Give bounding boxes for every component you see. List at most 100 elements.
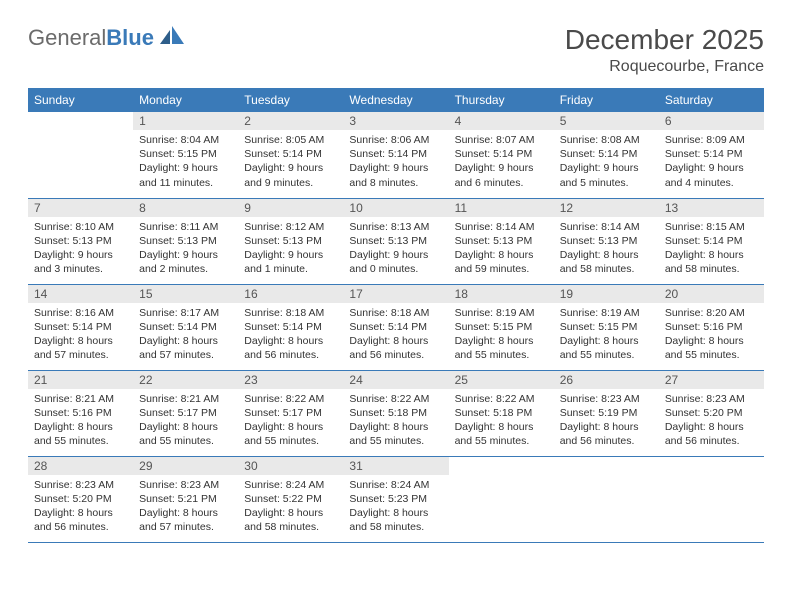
sunrise-line: Sunrise: 8:18 AM <box>244 306 337 320</box>
day-details: Sunrise: 8:21 AMSunset: 5:16 PMDaylight:… <box>28 389 133 453</box>
day-number: 26 <box>554 371 659 389</box>
calendar-cell <box>449 456 554 542</box>
sunset-line: Sunset: 5:14 PM <box>139 320 232 334</box>
weekday-header: Tuesday <box>238 88 343 112</box>
weekday-header: Monday <box>133 88 238 112</box>
weekday-header: Saturday <box>659 88 764 112</box>
calendar-week-row: 14Sunrise: 8:16 AMSunset: 5:14 PMDayligh… <box>28 284 764 370</box>
weekday-header-row: Sunday Monday Tuesday Wednesday Thursday… <box>28 88 764 112</box>
day-number: 1 <box>133 112 238 130</box>
day-number: 18 <box>449 285 554 303</box>
calendar-cell: 26Sunrise: 8:23 AMSunset: 5:19 PMDayligh… <box>554 370 659 456</box>
calendar-cell: 31Sunrise: 8:24 AMSunset: 5:23 PMDayligh… <box>343 456 448 542</box>
sunset-line: Sunset: 5:14 PM <box>244 320 337 334</box>
day-details: Sunrise: 8:18 AMSunset: 5:14 PMDaylight:… <box>343 303 448 367</box>
daylight-line: Daylight: 8 hours and 55 minutes. <box>455 334 548 362</box>
sunrise-line: Sunrise: 8:14 AM <box>455 220 548 234</box>
day-details: Sunrise: 8:11 AMSunset: 5:13 PMDaylight:… <box>133 217 238 281</box>
day-details: Sunrise: 8:04 AMSunset: 5:15 PMDaylight:… <box>133 130 238 194</box>
day-number: 7 <box>28 199 133 217</box>
day-number: 2 <box>238 112 343 130</box>
day-number: 24 <box>343 371 448 389</box>
sunset-line: Sunset: 5:16 PM <box>665 320 758 334</box>
day-details: Sunrise: 8:05 AMSunset: 5:14 PMDaylight:… <box>238 130 343 194</box>
sunset-line: Sunset: 5:13 PM <box>455 234 548 248</box>
calendar-cell: 21Sunrise: 8:21 AMSunset: 5:16 PMDayligh… <box>28 370 133 456</box>
sunrise-line: Sunrise: 8:23 AM <box>665 392 758 406</box>
calendar-cell <box>554 456 659 542</box>
day-details: Sunrise: 8:14 AMSunset: 5:13 PMDaylight:… <box>449 217 554 281</box>
calendar-week-row: 1Sunrise: 8:04 AMSunset: 5:15 PMDaylight… <box>28 112 764 198</box>
sunrise-line: Sunrise: 8:04 AM <box>139 133 232 147</box>
header: GeneralBlue December 2025 Roquecourbe, F… <box>28 24 764 76</box>
sunrise-line: Sunrise: 8:20 AM <box>665 306 758 320</box>
day-details: Sunrise: 8:15 AMSunset: 5:14 PMDaylight:… <box>659 217 764 281</box>
day-number: 8 <box>133 199 238 217</box>
sunrise-line: Sunrise: 8:22 AM <box>455 392 548 406</box>
sunset-line: Sunset: 5:13 PM <box>139 234 232 248</box>
daylight-line: Daylight: 8 hours and 55 minutes. <box>34 420 127 448</box>
calendar-cell: 6Sunrise: 8:09 AMSunset: 5:14 PMDaylight… <box>659 112 764 198</box>
daylight-line: Daylight: 8 hours and 57 minutes. <box>139 334 232 362</box>
day-number: 14 <box>28 285 133 303</box>
sunset-line: Sunset: 5:20 PM <box>665 406 758 420</box>
calendar-cell: 23Sunrise: 8:22 AMSunset: 5:17 PMDayligh… <box>238 370 343 456</box>
day-number: 28 <box>28 457 133 475</box>
daylight-line: Daylight: 9 hours and 0 minutes. <box>349 248 442 276</box>
calendar-cell: 9Sunrise: 8:12 AMSunset: 5:13 PMDaylight… <box>238 198 343 284</box>
sunset-line: Sunset: 5:20 PM <box>34 492 127 506</box>
sunset-line: Sunset: 5:14 PM <box>560 147 653 161</box>
daylight-line: Daylight: 8 hours and 56 minutes. <box>34 506 127 534</box>
sunset-line: Sunset: 5:14 PM <box>665 234 758 248</box>
sunset-line: Sunset: 5:22 PM <box>244 492 337 506</box>
sunrise-line: Sunrise: 8:19 AM <box>455 306 548 320</box>
day-details: Sunrise: 8:22 AMSunset: 5:18 PMDaylight:… <box>449 389 554 453</box>
day-details: Sunrise: 8:22 AMSunset: 5:17 PMDaylight:… <box>238 389 343 453</box>
daylight-line: Daylight: 8 hours and 57 minutes. <box>139 506 232 534</box>
calendar-cell: 18Sunrise: 8:19 AMSunset: 5:15 PMDayligh… <box>449 284 554 370</box>
calendar-cell <box>659 456 764 542</box>
day-details: Sunrise: 8:17 AMSunset: 5:14 PMDaylight:… <box>133 303 238 367</box>
weekday-header: Thursday <box>449 88 554 112</box>
calendar-cell: 2Sunrise: 8:05 AMSunset: 5:14 PMDaylight… <box>238 112 343 198</box>
day-number: 25 <box>449 371 554 389</box>
daylight-line: Daylight: 8 hours and 55 minutes. <box>244 420 337 448</box>
daylight-line: Daylight: 9 hours and 6 minutes. <box>455 161 548 189</box>
calendar-cell: 10Sunrise: 8:13 AMSunset: 5:13 PMDayligh… <box>343 198 448 284</box>
sunset-line: Sunset: 5:18 PM <box>455 406 548 420</box>
logo-sails-icon <box>160 26 186 51</box>
daylight-line: Daylight: 8 hours and 59 minutes. <box>455 248 548 276</box>
day-number: 10 <box>343 199 448 217</box>
calendar-cell: 25Sunrise: 8:22 AMSunset: 5:18 PMDayligh… <box>449 370 554 456</box>
sunrise-line: Sunrise: 8:21 AM <box>139 392 232 406</box>
sunset-line: Sunset: 5:13 PM <box>560 234 653 248</box>
daylight-line: Daylight: 8 hours and 58 minutes. <box>349 506 442 534</box>
logo-text-blue: Blue <box>106 25 154 50</box>
daylight-line: Daylight: 8 hours and 56 minutes. <box>560 420 653 448</box>
calendar-cell: 11Sunrise: 8:14 AMSunset: 5:13 PMDayligh… <box>449 198 554 284</box>
sunrise-line: Sunrise: 8:24 AM <box>244 478 337 492</box>
sunrise-line: Sunrise: 8:12 AM <box>244 220 337 234</box>
calendar-cell: 17Sunrise: 8:18 AMSunset: 5:14 PMDayligh… <box>343 284 448 370</box>
sunset-line: Sunset: 5:15 PM <box>455 320 548 334</box>
day-details: Sunrise: 8:24 AMSunset: 5:22 PMDaylight:… <box>238 475 343 539</box>
sunrise-line: Sunrise: 8:24 AM <box>349 478 442 492</box>
calendar-cell: 4Sunrise: 8:07 AMSunset: 5:14 PMDaylight… <box>449 112 554 198</box>
day-number: 13 <box>659 199 764 217</box>
calendar-cell: 29Sunrise: 8:23 AMSunset: 5:21 PMDayligh… <box>133 456 238 542</box>
logo-text-general: General <box>28 25 106 50</box>
day-details: Sunrise: 8:22 AMSunset: 5:18 PMDaylight:… <box>343 389 448 453</box>
calendar-cell: 22Sunrise: 8:21 AMSunset: 5:17 PMDayligh… <box>133 370 238 456</box>
daylight-line: Daylight: 8 hours and 58 minutes. <box>560 248 653 276</box>
day-details: Sunrise: 8:06 AMSunset: 5:14 PMDaylight:… <box>343 130 448 194</box>
daylight-line: Daylight: 9 hours and 2 minutes. <box>139 248 232 276</box>
day-details: Sunrise: 8:24 AMSunset: 5:23 PMDaylight:… <box>343 475 448 539</box>
weekday-header: Wednesday <box>343 88 448 112</box>
day-number: 30 <box>238 457 343 475</box>
day-details: Sunrise: 8:19 AMSunset: 5:15 PMDaylight:… <box>554 303 659 367</box>
daylight-line: Daylight: 9 hours and 1 minute. <box>244 248 337 276</box>
day-number: 20 <box>659 285 764 303</box>
day-details: Sunrise: 8:13 AMSunset: 5:13 PMDaylight:… <box>343 217 448 281</box>
day-details: Sunrise: 8:19 AMSunset: 5:15 PMDaylight:… <box>449 303 554 367</box>
sunrise-line: Sunrise: 8:22 AM <box>244 392 337 406</box>
